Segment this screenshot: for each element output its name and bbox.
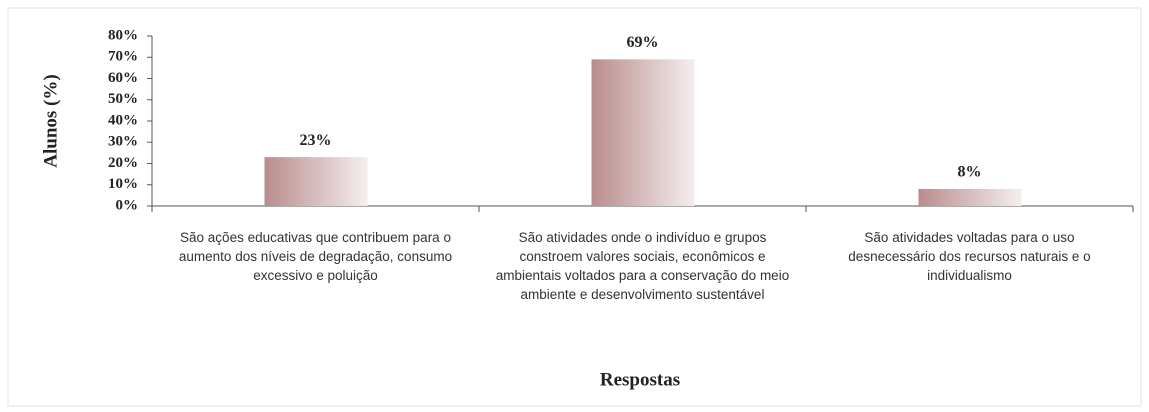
y-axis-label: Alunos (%) <box>40 74 61 167</box>
y-tick-label: 70% <box>108 49 138 65</box>
x-tick-label: São atividades voltadas para o uso desne… <box>848 230 1091 283</box>
y-tick-label: 50% <box>108 91 138 107</box>
data-label: 8% <box>958 164 982 181</box>
y-tick-label: 10% <box>108 176 138 192</box>
bar <box>591 59 695 206</box>
bar <box>264 157 368 206</box>
bar <box>918 189 1022 206</box>
y-tick-label: 40% <box>108 112 138 128</box>
data-label: 69% <box>627 34 659 51</box>
chart-border <box>7 7 1142 407</box>
x-axis-label: Respostas <box>600 369 680 390</box>
x-tick-label: São atividades onde o indivíduo e grupos… <box>495 230 790 302</box>
x-tick-label: São ações educativas que contribuem para… <box>178 230 453 283</box>
y-tick-label: 0% <box>116 197 139 213</box>
y-tick-label: 60% <box>108 70 138 86</box>
y-tick-label: 30% <box>108 134 138 150</box>
y-tick-label: 80% <box>108 27 138 43</box>
y-tick-label: 20% <box>108 155 138 171</box>
data-label: 23% <box>300 132 332 149</box>
